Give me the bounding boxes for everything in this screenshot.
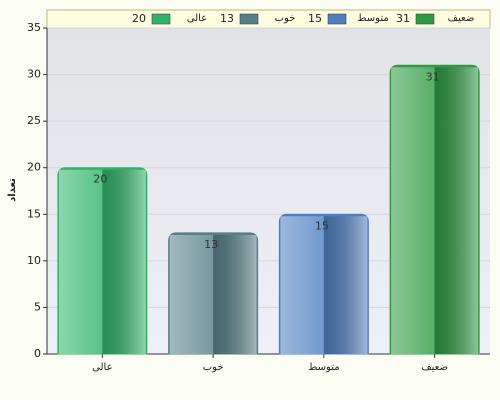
bar-shine — [58, 169, 103, 354]
y-tick-label: 0 — [34, 347, 41, 360]
bar-shade — [323, 216, 368, 354]
legend-value: 20 — [132, 12, 146, 25]
y-tick-label: 20 — [27, 161, 41, 174]
bar-shine — [280, 216, 324, 354]
legend-swatch — [239, 13, 259, 25]
x-tick-label: ضعیف — [421, 362, 448, 373]
x-tick-label: عالی — [92, 362, 112, 373]
y-tick-label: 15 — [27, 207, 41, 220]
x-tick-label: خوب — [203, 362, 224, 373]
legend-value: 31 — [396, 12, 410, 25]
value-label: 13 — [204, 238, 218, 251]
legend-label: خوب — [275, 13, 296, 24]
legend-value: 13 — [220, 12, 234, 25]
legend-label: عالی — [187, 13, 207, 24]
y-axis-label: تعداد — [7, 178, 18, 202]
value-label: 20 — [93, 173, 107, 186]
legend-swatch — [151, 13, 171, 25]
legend-label: متوسط — [357, 13, 388, 24]
bar-shine — [169, 234, 214, 354]
bar-shade — [213, 234, 257, 354]
legend-value: 15 — [308, 12, 322, 25]
value-label: 31 — [426, 70, 440, 83]
value-label: 15 — [315, 219, 329, 232]
x-tick-label: متوسط — [308, 362, 339, 373]
y-tick-label: 25 — [27, 114, 41, 127]
bar-shine — [391, 67, 435, 354]
y-tick-label: 10 — [27, 254, 41, 267]
y-tick-label: 30 — [27, 68, 41, 81]
y-tick-label: 35 — [27, 21, 41, 34]
legend-label: ضعیف — [448, 13, 475, 24]
y-tick-label: 5 — [34, 300, 41, 313]
bar-shade — [102, 169, 146, 354]
legend-swatch — [415, 13, 435, 25]
legend-swatch — [327, 13, 347, 25]
bar-shade — [434, 67, 479, 354]
